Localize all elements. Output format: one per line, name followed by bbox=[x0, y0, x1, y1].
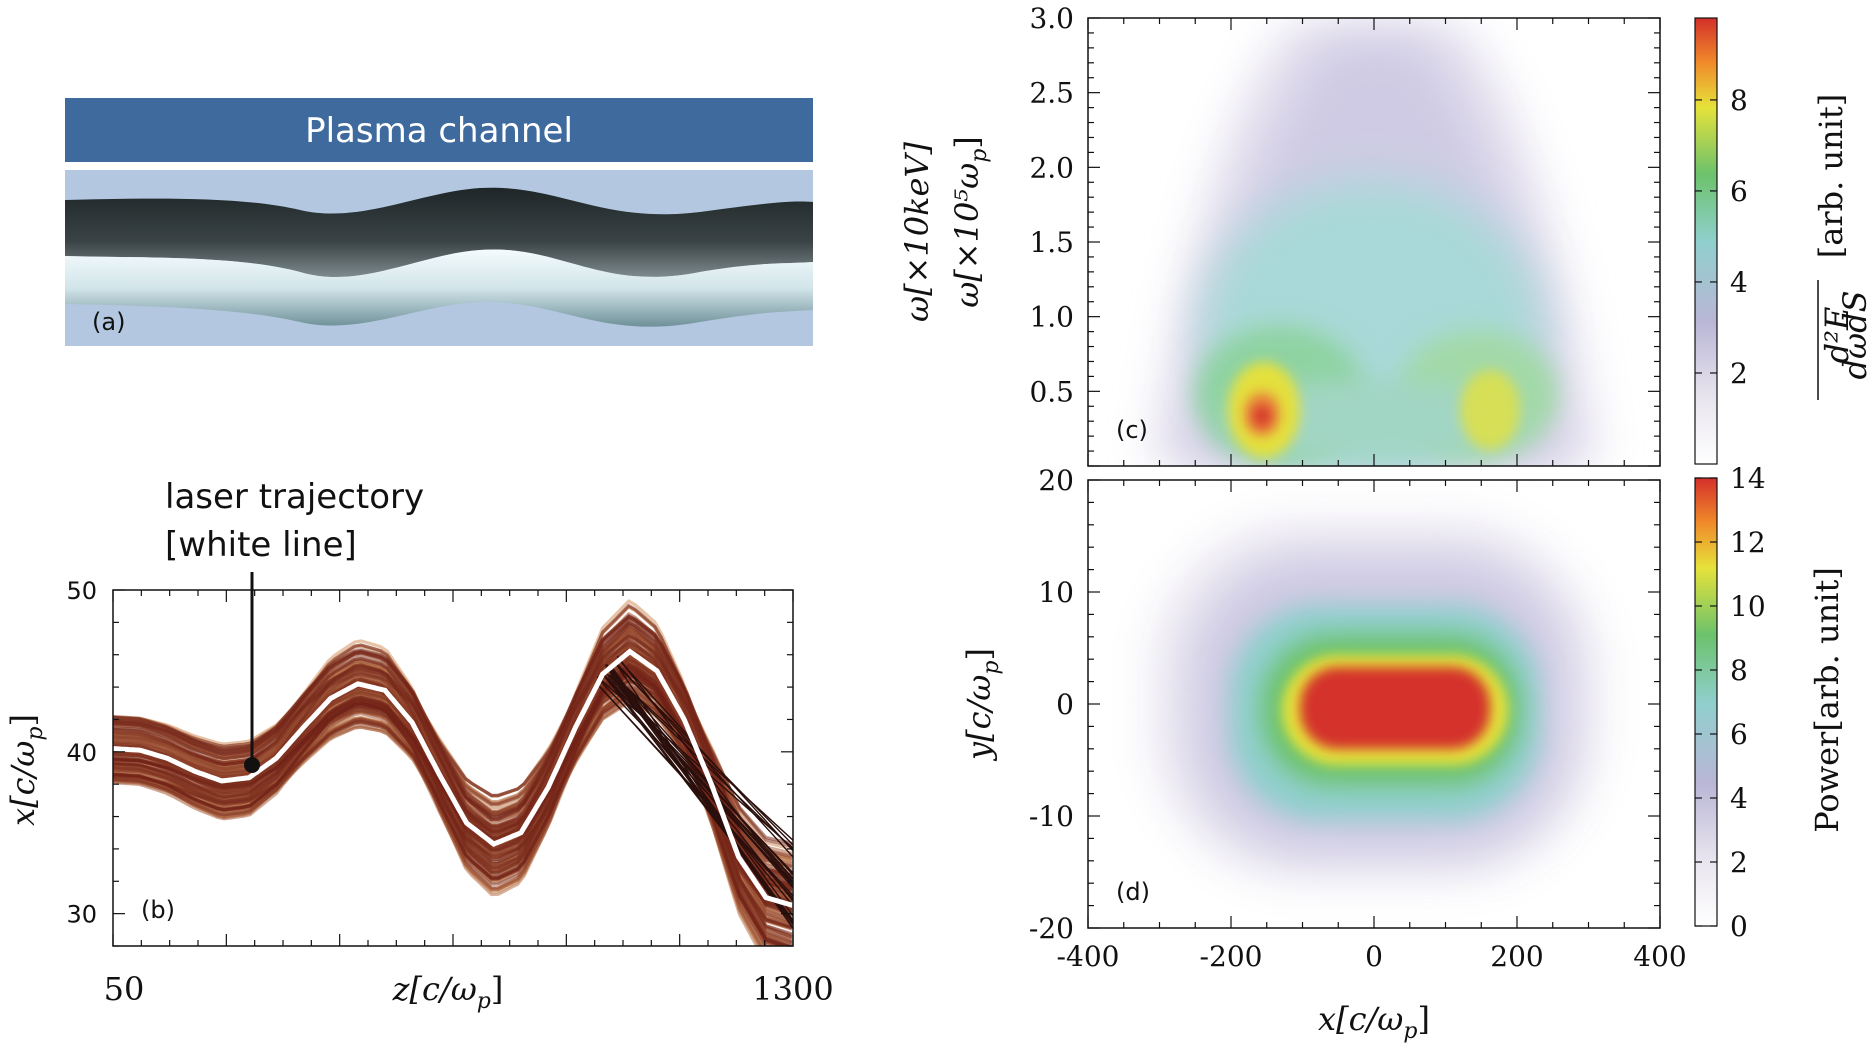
laser-annotation-line-2: [white line] bbox=[165, 525, 357, 565]
panel-b-x-tick-50: 50 bbox=[104, 970, 145, 1008]
panel-d-x-tick-label: -200 bbox=[1200, 940, 1263, 973]
panel-d-x-tick-label: -400 bbox=[1057, 940, 1120, 973]
panel-b-x-axis-label: z[c/ωp] bbox=[392, 970, 504, 1014]
panel-c-y-tick-label: 2.0 bbox=[1029, 151, 1074, 184]
panel-a: Plasma channel (a) bbox=[65, 98, 813, 346]
panel-b-y-tick-labels: 30 40 50 bbox=[66, 577, 97, 929]
panel-d-x-tick-label: 200 bbox=[1490, 940, 1543, 973]
panel-d-y-tick-label: -20 bbox=[1029, 912, 1074, 945]
panel-c-colorbar-tick-label: 4 bbox=[1730, 266, 1748, 299]
panel-c-y-tick-label: 1.0 bbox=[1029, 301, 1074, 334]
panel-d-y-axis-label: y[c/ωp] bbox=[960, 648, 1004, 762]
panel-d-y-ticks: -20 -10 0 10 20 bbox=[1029, 464, 1660, 945]
panel-c-y-axis-label-inner: ω[×10⁵ωp] bbox=[948, 136, 992, 308]
panel-d-colorbar-tick-label: 6 bbox=[1730, 718, 1748, 751]
panel-d-x-tick-label: 400 bbox=[1633, 940, 1686, 973]
panel-d-x-tick-label: 0 bbox=[1365, 940, 1383, 973]
panel-c-y-tick-label: 0.5 bbox=[1029, 375, 1074, 408]
panel-c-hotspot-2 bbox=[1460, 370, 1520, 450]
plasma-channel-banner bbox=[65, 98, 813, 162]
laser-trajectory-line bbox=[112, 648, 794, 908]
panel-c-label: (c) bbox=[1116, 416, 1148, 444]
panel-c-y-tick-label: 1.5 bbox=[1029, 226, 1074, 259]
plasma-channel-label: Plasma channel bbox=[305, 111, 573, 151]
panel-c-colorbar-label-numerator: d²E bbox=[1818, 307, 1856, 364]
panel-c-colorbar-label-unit: [arb. unit] bbox=[1812, 94, 1850, 258]
panel-c-colorbar-tick-label: 2 bbox=[1730, 357, 1748, 390]
panel-b-y-axis-label: x[c/ωp] bbox=[4, 714, 48, 826]
panel-d-label: (d) bbox=[1116, 878, 1150, 906]
panel-c: 0.5 1.0 1.5 2.0 2.5 3.0 (c) ω[×10keV] ω[×10⁵ω… bbox=[898, 2, 1871, 467]
channel-dark-band bbox=[65, 187, 813, 278]
panel-d-colorbar-ticks: 0 2 4 6 8 10 12 14 bbox=[1695, 462, 1766, 943]
panel-d-colorbar-tick-label: 12 bbox=[1730, 526, 1766, 559]
panel-d-colorbar-tick-label: 2 bbox=[1730, 846, 1748, 879]
panel-d-colorbar-tick-label: 8 bbox=[1730, 654, 1748, 687]
channel-light-band bbox=[65, 249, 813, 327]
panel-b-label: (b) bbox=[141, 896, 175, 924]
panel-b-minor-ticks bbox=[112, 589, 794, 947]
panel-b-y-tick-label: 30 bbox=[66, 901, 97, 929]
panel-c-y-axis-label-outer: ω[×10keV] bbox=[898, 141, 936, 322]
panel-c-colorbar bbox=[1694, 17, 1718, 465]
panel-c-x-ticks bbox=[1087, 18, 1661, 466]
panel-d-colorbar-label: Power[arb. unit] bbox=[1808, 567, 1846, 833]
panel-d-peak-region bbox=[1300, 667, 1490, 749]
panel-c-y-tick-label: 2.5 bbox=[1029, 77, 1074, 110]
panel-d-colorbar-tick-label: 0 bbox=[1730, 910, 1748, 943]
panel-d-x-axis-label: x[c/ωp] bbox=[1318, 1000, 1430, 1044]
panel-c-y-ticks: 0.5 1.0 1.5 2.0 2.5 3.0 bbox=[1029, 2, 1660, 467]
panel-c-colorbar-tick-label: 6 bbox=[1730, 175, 1748, 208]
panel-b-x-tick-1300: 1300 bbox=[752, 970, 833, 1008]
particle-trajectories bbox=[113, 599, 793, 946]
panel-a-label: (a) bbox=[92, 308, 125, 336]
panel-c-colorbar-label-denominator: dωdS bbox=[1836, 291, 1871, 380]
panel-d-heatmap bbox=[1088, 480, 1660, 928]
panel-c-heatmap bbox=[1088, 18, 1660, 466]
panel-c-y-tick-label: 3.0 bbox=[1029, 2, 1074, 35]
panel-d-colorbar-tick-label: 10 bbox=[1730, 590, 1766, 623]
panel-b: 30 40 50 50 1300 z[c/ωp] x[c/ωp] (b) laser… bbox=[4, 477, 834, 1014]
panel-c-colorbar-tick-label: 8 bbox=[1730, 84, 1748, 117]
panel-d-y-tick-label: 20 bbox=[1038, 464, 1074, 497]
panel-d-colorbar-tick-label: 14 bbox=[1730, 462, 1766, 495]
panel-d-colorbar bbox=[1694, 477, 1718, 927]
panel-d-y-tick-label: 10 bbox=[1038, 576, 1074, 609]
panel-b-y-tick-label: 40 bbox=[66, 739, 97, 767]
panel-b-y-tick-label: 50 bbox=[66, 577, 97, 605]
panel-d-colorbar-tick-label: 4 bbox=[1730, 782, 1748, 815]
laser-annotation-line-1: laser trajectory bbox=[165, 477, 424, 517]
panel-d-y-tick-label: -10 bbox=[1029, 800, 1074, 833]
laser-annotation-dot bbox=[244, 757, 260, 773]
panel-d-y-tick-label: 0 bbox=[1056, 688, 1074, 721]
panel-d-x-ticks: -400 -200 0 200 400 bbox=[1057, 480, 1687, 973]
panel-c-colorbar-ticks: 2 4 6 8 bbox=[1695, 84, 1748, 390]
